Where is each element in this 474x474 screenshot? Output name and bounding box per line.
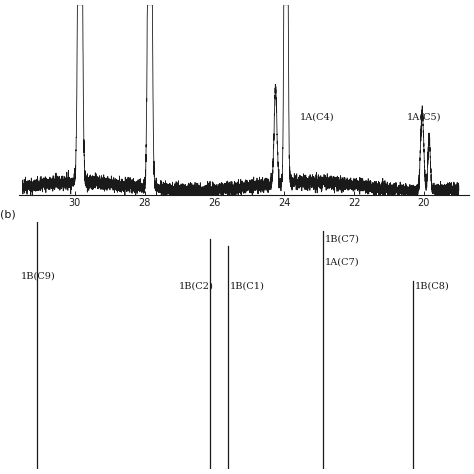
Text: 1A(C5): 1A(C5)	[406, 113, 441, 122]
Text: 1B(C8): 1B(C8)	[414, 282, 449, 291]
Text: 1A(C7): 1A(C7)	[325, 257, 360, 266]
Text: (b): (b)	[0, 209, 16, 219]
Text: 1B(C9): 1B(C9)	[21, 272, 56, 281]
Text: 1B(C2): 1B(C2)	[179, 282, 214, 291]
Text: 1A(C4): 1A(C4)	[300, 113, 335, 122]
Text: 1B(C7): 1B(C7)	[325, 235, 360, 244]
Text: 1B(C1): 1B(C1)	[230, 282, 264, 291]
